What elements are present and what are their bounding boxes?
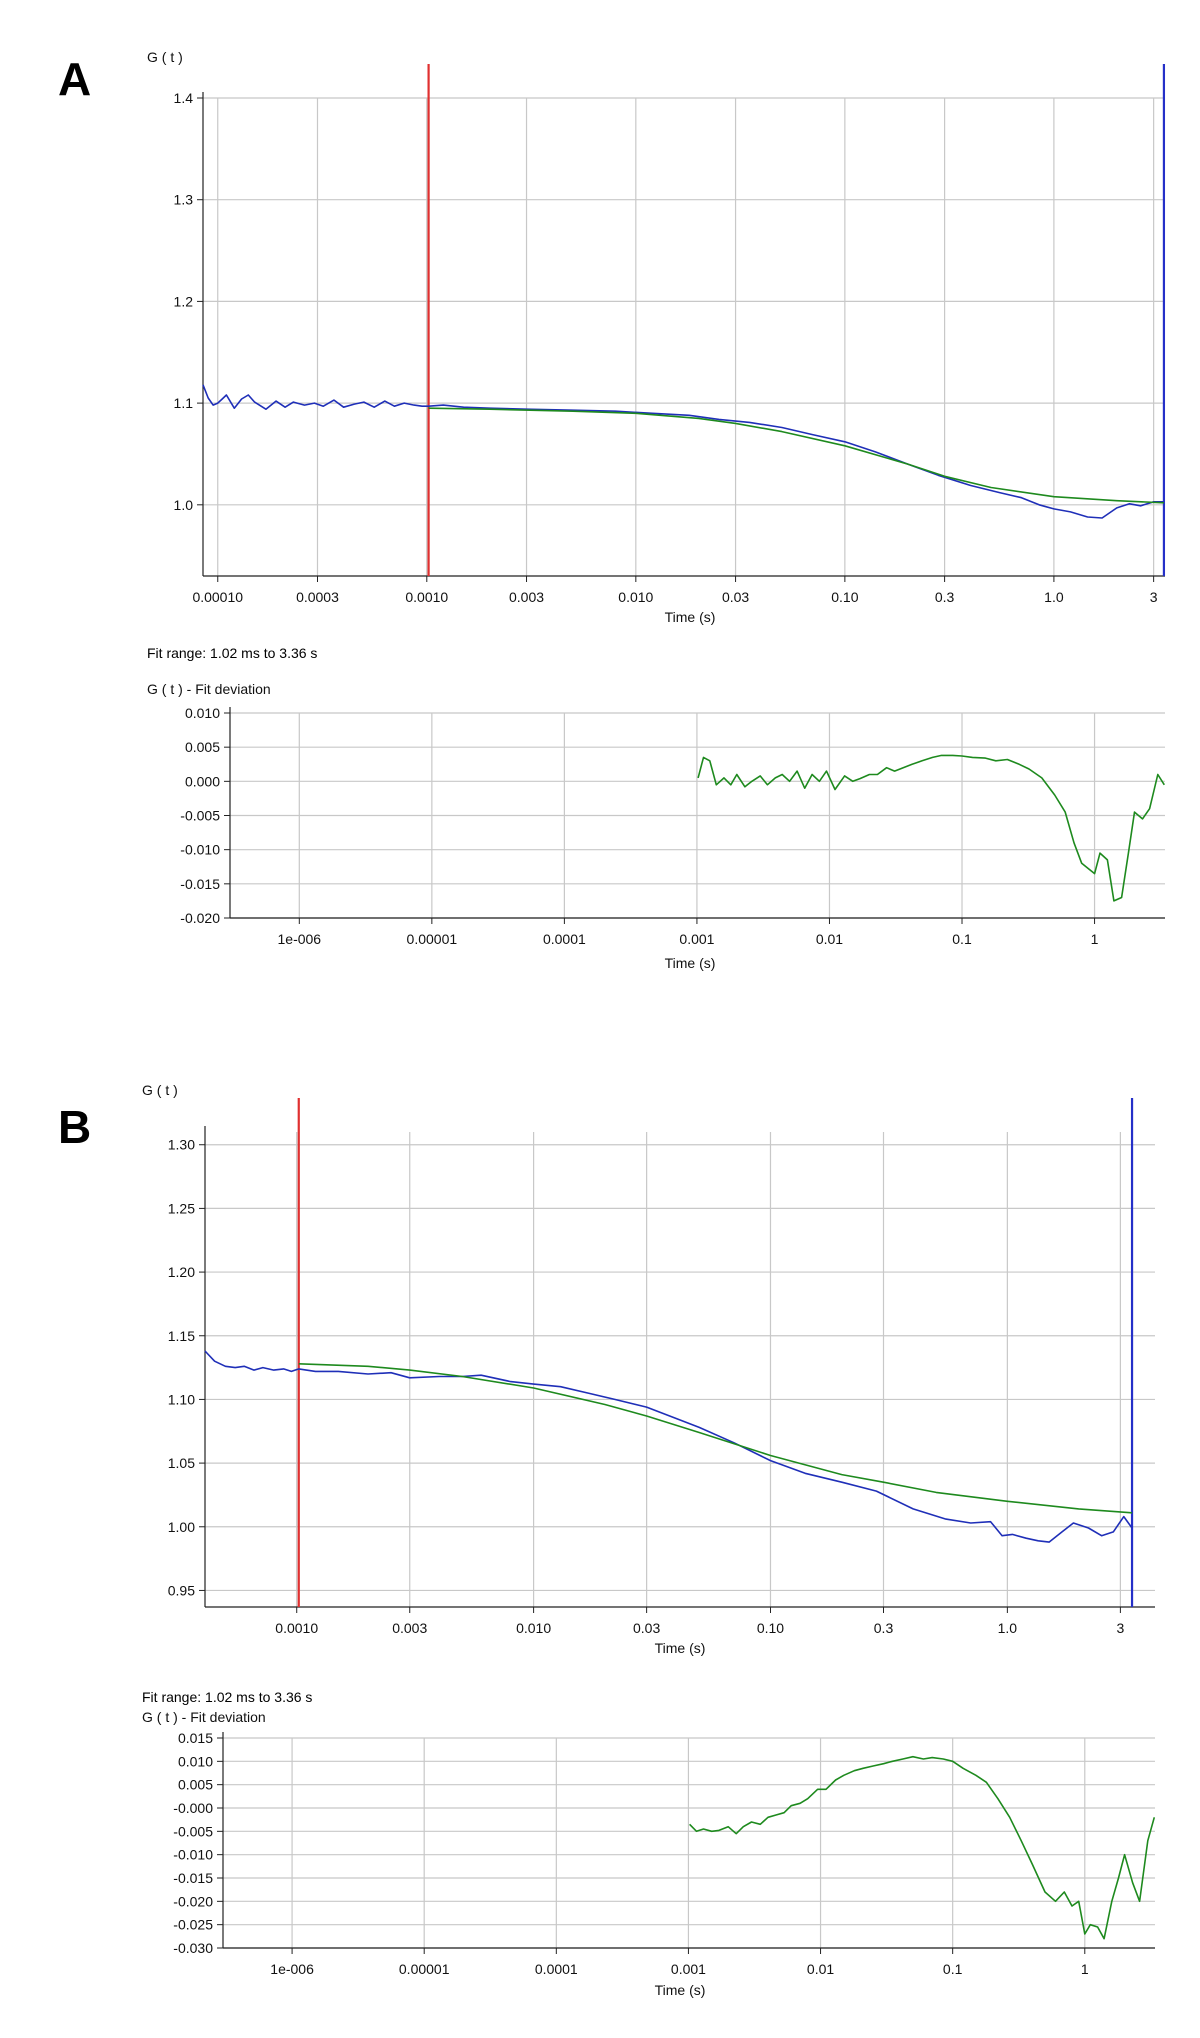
panel-a-main-series-line-0 bbox=[202, 384, 1164, 519]
panel-a-residual-ytick-label: -0.020 bbox=[180, 910, 220, 926]
panel-a-main-xtick-label: 0.10 bbox=[831, 589, 858, 605]
panel-b-main-xtick-label: 0.3 bbox=[874, 1620, 894, 1636]
panel-b-main-ytick-label: 1.10 bbox=[168, 1391, 195, 1407]
panel-b-residual-ytick-label: -0.030 bbox=[173, 1940, 213, 1956]
panel-a-residual-xtick-label: 0.1 bbox=[952, 931, 972, 947]
panel-b-main-ytick-label: 1.00 bbox=[168, 1519, 195, 1535]
panel-a-residual-xtick-label: 0.0001 bbox=[543, 931, 586, 947]
panel-b-residual-ytick-label: -0.000 bbox=[173, 1800, 213, 1816]
panel-b-main-ytick-label: 1.25 bbox=[168, 1200, 195, 1216]
panel-b-residual-xtick-label: 1e-006 bbox=[270, 1961, 314, 1977]
panel-letter-a: A bbox=[58, 53, 91, 105]
panel-b-main-ytick-label: 1.05 bbox=[168, 1455, 195, 1471]
panel-b-residual-xtick-label: 0.1 bbox=[943, 1961, 963, 1977]
panel-a-residual-xtick-label: 0.00001 bbox=[407, 931, 458, 947]
panel-b-main-xtick-label: 0.03 bbox=[633, 1620, 660, 1636]
panel-b-main-ytick-label: 1.20 bbox=[168, 1264, 195, 1280]
panel-b-residual-ytick-label: -0.015 bbox=[173, 1870, 213, 1886]
panel-a-main-xtick-label: 0.03 bbox=[722, 589, 749, 605]
panel-a-fit-range: Fit range: 1.02 ms to 3.36 s bbox=[147, 645, 317, 661]
panel-b-residual-x-axis-label: Time (s) bbox=[655, 1982, 706, 1998]
panel-b-residual-ytick-label: -0.010 bbox=[173, 1847, 213, 1863]
panel-letter-b: B bbox=[58, 1101, 91, 1153]
panel-a-residual-series-line-0 bbox=[697, 754, 1165, 902]
panel-a-main-chart: 1.0 1.1 1.2 1.3 1.4 0.00010 0.0003 0.0010 0.003 0… bbox=[147, 49, 1166, 625]
panel-a-main-ytick-label: 1.1 bbox=[174, 395, 194, 411]
panel-a-main-xtick-label: 0.010 bbox=[618, 589, 653, 605]
panel-b-residual-xtick-label: 1 bbox=[1081, 1961, 1089, 1977]
panel-a-residual-y-axis-label: G ( t ) - Fit deviation bbox=[147, 681, 271, 697]
panel-b-main-y-axis-label: G ( t ) bbox=[142, 1082, 178, 1098]
panel-b-residual-xtick-label: 0.0001 bbox=[535, 1961, 578, 1977]
panel-a-residual-ytick-label: 0.000 bbox=[185, 773, 220, 789]
panel-a-residual-x-axis-label: Time (s) bbox=[665, 955, 716, 971]
panel-a-main-xtick-label: 0.0010 bbox=[405, 589, 448, 605]
panel-a-residual-xtick-label: 1 bbox=[1091, 931, 1099, 947]
panel-b-main-chart: 0.95 1.00 1.05 1.10 1.15 1.20 1.25 1.30 0.0010 0.… bbox=[142, 1082, 1155, 1656]
panel-b-main-series-line-0 bbox=[204, 1350, 1133, 1543]
panel-b-main-ytick-label: 0.95 bbox=[168, 1582, 195, 1598]
panel-a-residual-ytick-label: -0.010 bbox=[180, 842, 220, 858]
panel-b-main-xtick-label: 0.10 bbox=[757, 1620, 784, 1636]
panel-a-main-ytick-label: 1.4 bbox=[174, 90, 194, 106]
panel-b-residual-ytick-label: -0.020 bbox=[173, 1893, 213, 1909]
panel-b-residual-xtick-label: 0.001 bbox=[671, 1961, 706, 1977]
panel-a-residual-chart: -0.020 -0.015 -0.010 -0.005 0.000 0.005 0.010 1… bbox=[147, 681, 1165, 971]
panel-a-main-xtick-label: 0.3 bbox=[935, 589, 955, 605]
panel-b-residual-series-line-0 bbox=[689, 1755, 1156, 1940]
panel-a-main-y-axis-label: G ( t ) bbox=[147, 49, 183, 65]
panel-b-residual-ytick-label: 0.015 bbox=[178, 1730, 213, 1746]
panel-a-residual-ytick-label: -0.005 bbox=[180, 808, 220, 824]
panel-b-residual-y-axis-label: G ( t ) - Fit deviation bbox=[142, 1709, 266, 1725]
panel-b-residual-chart: -0.030 -0.025 -0.020 -0.015 -0.010 -0.005 -0.0… bbox=[142, 1709, 1156, 1998]
panel-a-main-x-axis-label: Time (s) bbox=[665, 609, 716, 625]
panel-b-main-ytick-label: 1.30 bbox=[168, 1137, 195, 1153]
panel-a-main-xtick-label: 0.003 bbox=[509, 589, 544, 605]
panel-a-main-xtick-label: 3 bbox=[1150, 589, 1158, 605]
panel-b-residual-xtick-label: 0.00001 bbox=[399, 1961, 450, 1977]
panel-a-main-ytick-label: 1.3 bbox=[174, 192, 194, 208]
panel-a-residual-ytick-label: -0.015 bbox=[180, 876, 220, 892]
panel-b-main-xtick-label: 3 bbox=[1116, 1620, 1124, 1636]
panel-b-residual-ytick-label: -0.005 bbox=[173, 1823, 213, 1839]
panel-a-residual-ytick-label: 0.010 bbox=[185, 705, 220, 721]
panel-a-residual-xtick-label: 0.001 bbox=[679, 931, 714, 947]
panel-b-main-ytick-label: 1.15 bbox=[168, 1328, 195, 1344]
panel-b-fit-range: Fit range: 1.02 ms to 3.36 s bbox=[142, 1689, 312, 1705]
panel-a-residual-xtick-label: 1e-006 bbox=[278, 931, 322, 947]
panel-b-main-series-line-1 bbox=[298, 1363, 1133, 1514]
panel-b-residual-ytick-label: 0.005 bbox=[178, 1777, 213, 1793]
panel-a-main-xtick-label: 0.0003 bbox=[296, 589, 339, 605]
panel-a-residual-xtick-label: 0.01 bbox=[816, 931, 843, 947]
panel-a-main-xtick-label: 1.0 bbox=[1044, 589, 1064, 605]
panel-b-main-xtick-label: 1.0 bbox=[998, 1620, 1018, 1636]
panel-b-main-x-axis-label: Time (s) bbox=[655, 1640, 706, 1656]
panel-b-residual-ytick-label: -0.025 bbox=[173, 1917, 213, 1933]
panel-b-residual-ytick-label: 0.010 bbox=[178, 1753, 213, 1769]
panel-a-main-series-line-1 bbox=[428, 407, 1164, 504]
panel-b-main-xtick-label: 0.003 bbox=[392, 1620, 427, 1636]
panel-b-main-xtick-label: 0.010 bbox=[516, 1620, 551, 1636]
panel-b-main-xtick-label: 0.0010 bbox=[275, 1620, 318, 1636]
panel-a-main-xtick-label: 0.00010 bbox=[192, 589, 243, 605]
panel-a-residual-ytick-label: 0.005 bbox=[185, 739, 220, 755]
panel-a-main-ytick-label: 1.2 bbox=[174, 293, 194, 309]
panel-a-main-ytick-label: 1.0 bbox=[174, 497, 194, 513]
panel-b-residual-xtick-label: 0.01 bbox=[807, 1961, 834, 1977]
